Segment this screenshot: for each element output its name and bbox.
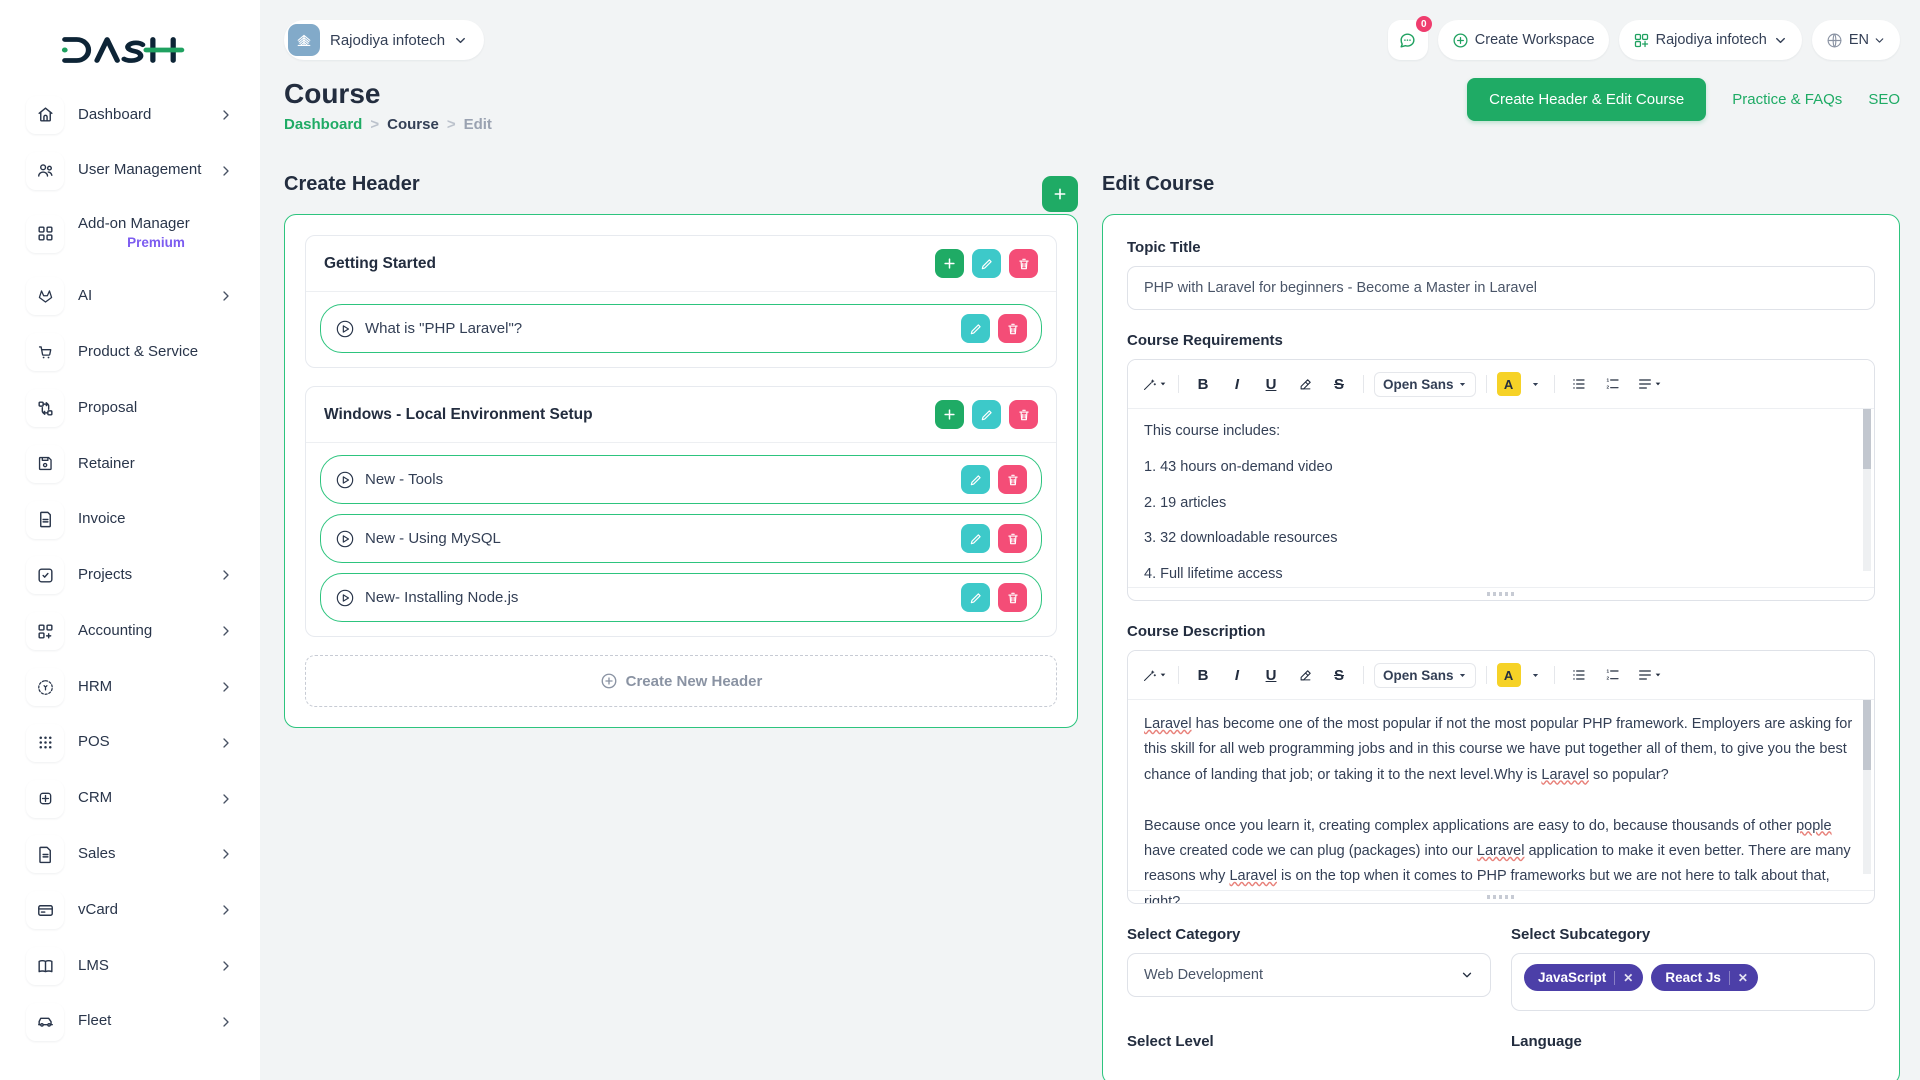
svg-text:2: 2: [1606, 676, 1609, 681]
svg-text:2: 2: [1606, 385, 1609, 390]
svg-text:1: 1: [1606, 668, 1609, 673]
svg-text:1: 1: [1606, 377, 1609, 382]
